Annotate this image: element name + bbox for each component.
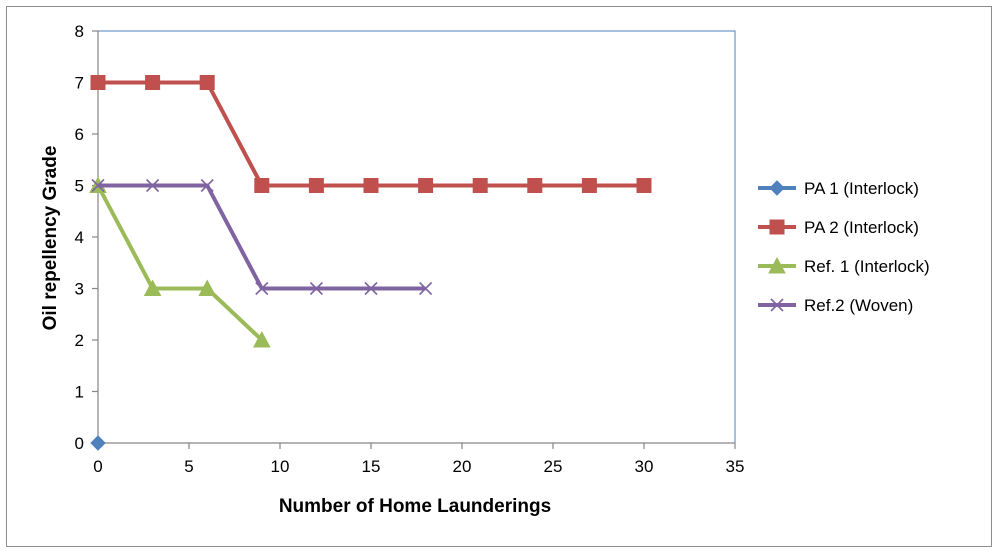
x-tick-label: 35 bbox=[726, 457, 745, 476]
y-tick-label: 1 bbox=[75, 383, 84, 402]
legend-label: Ref. 1 (Interlock) bbox=[804, 257, 930, 276]
x-tick-label: 30 bbox=[635, 457, 654, 476]
y-tick-label: 8 bbox=[75, 22, 84, 41]
plot-area bbox=[98, 31, 735, 443]
y-tick-label: 0 bbox=[75, 434, 84, 453]
y-tick-label: 6 bbox=[75, 125, 84, 144]
legend-item: PA 1 (Interlock) bbox=[758, 179, 919, 198]
y-tick-label: 7 bbox=[75, 74, 84, 93]
x-tick-label: 25 bbox=[544, 457, 563, 476]
y-tick-label: 5 bbox=[75, 177, 84, 196]
legend-marker bbox=[770, 220, 784, 234]
legend-item: Ref.2 (Woven) bbox=[758, 296, 913, 315]
y-tick-label: 3 bbox=[75, 280, 84, 299]
x-tick-label: 10 bbox=[271, 457, 290, 476]
legend-label: PA 1 (Interlock) bbox=[804, 179, 919, 198]
x-tick-label: 0 bbox=[93, 457, 102, 476]
legend: PA 1 (Interlock) PA 2 (Interlock) Ref. 1 (… bbox=[758, 179, 930, 315]
data-point bbox=[528, 179, 542, 193]
data-point bbox=[309, 179, 323, 193]
x-axis: 0 5 10 15 20 25 30 35 bbox=[93, 443, 744, 476]
data-point bbox=[200, 76, 214, 90]
data-point bbox=[419, 179, 433, 193]
legend-item: PA 2 (Interlock) bbox=[758, 218, 919, 237]
legend-marker bbox=[770, 181, 784, 195]
x-axis-title: Number of Home Launderings bbox=[279, 496, 551, 517]
y-axis-title: Oil repellency Grade bbox=[40, 146, 61, 331]
legend-item: Ref. 1 (Interlock) bbox=[758, 257, 930, 276]
legend-label: PA 2 (Interlock) bbox=[804, 218, 919, 237]
data-point bbox=[364, 179, 378, 193]
y-tick-label: 4 bbox=[75, 228, 84, 247]
y-tick-label: 2 bbox=[75, 331, 84, 350]
data-point bbox=[582, 179, 596, 193]
plot-border bbox=[98, 31, 735, 443]
data-point bbox=[255, 179, 269, 193]
data-point bbox=[146, 76, 160, 90]
x-tick-label: 15 bbox=[362, 457, 381, 476]
data-point bbox=[473, 179, 487, 193]
data-point bbox=[637, 179, 651, 193]
x-tick-label: 5 bbox=[184, 457, 193, 476]
legend-label: Ref.2 (Woven) bbox=[804, 296, 913, 315]
data-point bbox=[91, 76, 105, 90]
x-tick-label: 20 bbox=[453, 457, 472, 476]
